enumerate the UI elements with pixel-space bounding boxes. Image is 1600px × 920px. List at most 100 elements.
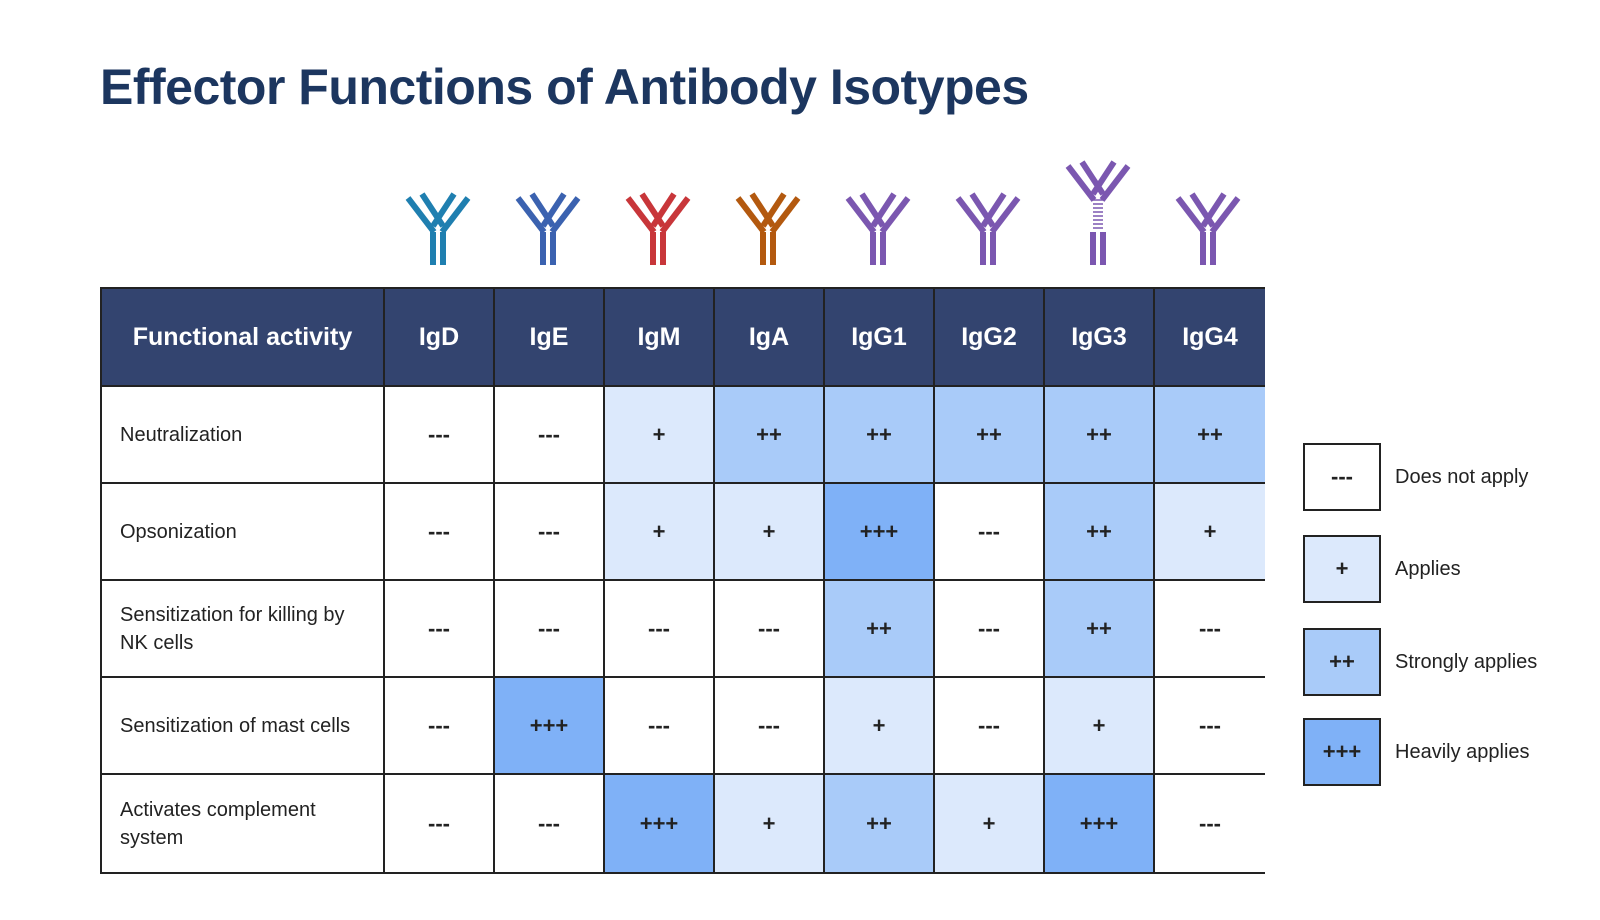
legend-label: Strongly applies bbox=[1395, 651, 1538, 673]
legend-label: Heavily applies bbox=[1395, 741, 1530, 763]
icon-part bbox=[430, 232, 436, 265]
icon-part bbox=[439, 196, 471, 234]
icon-part bbox=[845, 196, 877, 234]
table-cell: --- bbox=[385, 484, 495, 581]
row-label: Opsonization bbox=[102, 484, 385, 581]
table-cell: +++ bbox=[825, 484, 935, 581]
page-title: Effector Functions of Antibody Isotypes bbox=[100, 59, 1029, 115]
icon-part bbox=[769, 196, 801, 234]
header-cell: IgG2 bbox=[935, 289, 1045, 387]
table-cell: --- bbox=[385, 775, 495, 872]
table-cell: + bbox=[605, 484, 715, 581]
table-cell: ++ bbox=[715, 387, 825, 484]
icon-part bbox=[980, 232, 986, 265]
legend-swatch: ++ bbox=[1303, 628, 1381, 696]
table-cell: ++ bbox=[935, 387, 1045, 484]
antibody-icons bbox=[405, 160, 1241, 265]
icon-part bbox=[735, 196, 767, 234]
icon-part bbox=[770, 232, 776, 265]
icon-part bbox=[1175, 192, 1241, 265]
icon-part bbox=[430, 192, 457, 228]
icon-part bbox=[1209, 196, 1241, 234]
table-cell: +++ bbox=[605, 775, 715, 872]
table-cell: --- bbox=[495, 484, 605, 581]
icon-part bbox=[1200, 192, 1227, 228]
table-cell: + bbox=[715, 484, 825, 581]
table-cell: --- bbox=[715, 678, 825, 775]
icon-part bbox=[870, 232, 876, 265]
table-cell: + bbox=[1045, 678, 1155, 775]
icon-part bbox=[879, 196, 911, 234]
table-cell: ++ bbox=[1045, 484, 1155, 581]
header-cell: IgM bbox=[605, 289, 715, 387]
icon-part bbox=[1090, 160, 1117, 196]
row-label: Activates complement system bbox=[102, 775, 385, 872]
icon-part bbox=[405, 196, 437, 234]
icon-part bbox=[1200, 232, 1206, 265]
icon-part bbox=[955, 196, 987, 234]
icon-part bbox=[515, 192, 581, 265]
row-label: Sensitization for killing by NK cells bbox=[102, 581, 385, 678]
icon-part bbox=[955, 192, 1021, 265]
table-cell: + bbox=[715, 775, 825, 872]
table-cell: --- bbox=[495, 775, 605, 872]
icon-part bbox=[440, 232, 446, 265]
icon-part bbox=[540, 232, 546, 265]
row-label: Sensitization of mast cells bbox=[102, 678, 385, 775]
icon-part bbox=[760, 232, 766, 265]
icon-part bbox=[660, 232, 666, 265]
header-cell: Functional activity bbox=[102, 289, 385, 387]
table-cell: --- bbox=[495, 387, 605, 484]
header-cell: IgD bbox=[385, 289, 495, 387]
icon-part bbox=[1090, 232, 1096, 265]
row-label: Neutralization bbox=[102, 387, 385, 484]
icon-part bbox=[845, 192, 911, 265]
icon-part bbox=[659, 196, 691, 234]
table-cell: +++ bbox=[495, 678, 605, 775]
icon-part bbox=[625, 192, 691, 265]
table-cell: ++ bbox=[1045, 581, 1155, 678]
icon-part bbox=[990, 232, 996, 265]
legend-swatch: + bbox=[1303, 535, 1381, 603]
icon-part bbox=[405, 192, 471, 265]
table-cell: --- bbox=[935, 581, 1045, 678]
table-cell: ++ bbox=[825, 387, 935, 484]
table-cell: --- bbox=[1155, 775, 1265, 872]
legend-swatch: +++ bbox=[1303, 718, 1381, 786]
header-cell: IgE bbox=[495, 289, 605, 387]
table-cell: --- bbox=[715, 581, 825, 678]
icon-part bbox=[549, 196, 581, 234]
table-cell: --- bbox=[385, 581, 495, 678]
icon-part bbox=[989, 196, 1021, 234]
table-cell: + bbox=[935, 775, 1045, 872]
table-cell: ++ bbox=[825, 775, 935, 872]
icon-part bbox=[880, 232, 886, 265]
icon-part bbox=[1065, 164, 1097, 202]
icon-part bbox=[1099, 164, 1131, 202]
icon-part bbox=[515, 196, 547, 234]
table-cell: --- bbox=[385, 678, 495, 775]
legend-label: Does not apply bbox=[1395, 466, 1529, 488]
icon-part bbox=[870, 192, 897, 228]
header-cell: IgG3 bbox=[1045, 289, 1155, 387]
table-cell: + bbox=[825, 678, 935, 775]
table-cell: --- bbox=[935, 678, 1045, 775]
icon-part bbox=[650, 192, 677, 228]
legend-swatch: --- bbox=[1303, 443, 1381, 511]
icon-part bbox=[1100, 232, 1106, 265]
table-cell: --- bbox=[605, 581, 715, 678]
icon-part bbox=[760, 192, 787, 228]
header-cell: IgG1 bbox=[825, 289, 935, 387]
table-cell: +++ bbox=[1045, 775, 1155, 872]
icon-part bbox=[735, 192, 801, 265]
table-cell: --- bbox=[605, 678, 715, 775]
table-cell: --- bbox=[1155, 581, 1265, 678]
header-cell: IgA bbox=[715, 289, 825, 387]
table-cell: ++ bbox=[825, 581, 935, 678]
table-cell: --- bbox=[935, 484, 1045, 581]
icon-part bbox=[1210, 232, 1216, 265]
table-cell: --- bbox=[385, 387, 495, 484]
table-cell: ++ bbox=[1045, 387, 1155, 484]
icon-part bbox=[1065, 160, 1131, 265]
